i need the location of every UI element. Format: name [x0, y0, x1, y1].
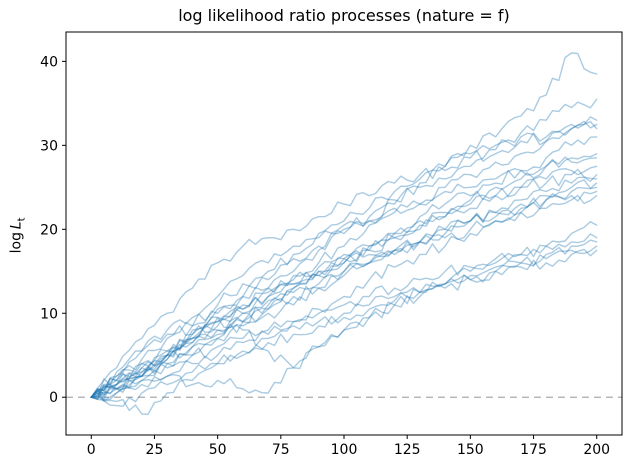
y-tick-label: 20 [40, 222, 58, 238]
x-tick-label: 150 [457, 442, 484, 458]
series-line-path-03 [90, 116, 598, 398]
series-line-path-14 [90, 190, 598, 398]
x-tick-label: 125 [394, 442, 421, 458]
series-line-path-07 [90, 153, 598, 398]
y-tick-label: 10 [40, 306, 58, 322]
x-tick-label: 175 [520, 442, 547, 458]
series-line-path-09 [90, 165, 598, 401]
series-line-path-11 [90, 168, 598, 398]
x-tick-label: 200 [583, 442, 610, 458]
series-line-path-06 [90, 136, 598, 400]
series-line-path-01 [90, 52, 598, 398]
x-tick-label: 25 [146, 442, 164, 458]
series-line-path-05 [90, 120, 598, 398]
chart-title: log likelihood ratio processes (nature =… [178, 6, 510, 25]
series-line-path-15 [90, 194, 598, 398]
x-tick-label: 50 [209, 442, 227, 458]
y-axis-label: log Lt [9, 185, 28, 285]
x-tick-label: 100 [331, 442, 358, 458]
y-tick-label: 40 [40, 54, 58, 70]
series-line-path-20 [90, 248, 598, 401]
series-line-path-04 [90, 120, 598, 398]
series-line-path-19 [90, 245, 598, 399]
x-tick-label: 75 [272, 442, 290, 458]
y-axis-label-prefix: log [8, 229, 25, 254]
y-axis-label-var: L [8, 221, 25, 230]
series-line-path-02 [90, 98, 598, 398]
series-line-path-13 [90, 186, 598, 415]
series-line-path-16 [90, 221, 598, 398]
series-line-path-10 [90, 174, 598, 401]
y-axis-label-sub: t [16, 217, 28, 222]
y-tick-label: 0 [49, 390, 58, 406]
series-line-path-18 [90, 239, 598, 407]
series-line-path-12 [90, 179, 598, 398]
x-tick-label: 0 [87, 442, 96, 458]
y-tick-label: 30 [40, 138, 58, 154]
series-line-path-08 [90, 156, 598, 398]
series-line-path-17 [90, 233, 598, 400]
